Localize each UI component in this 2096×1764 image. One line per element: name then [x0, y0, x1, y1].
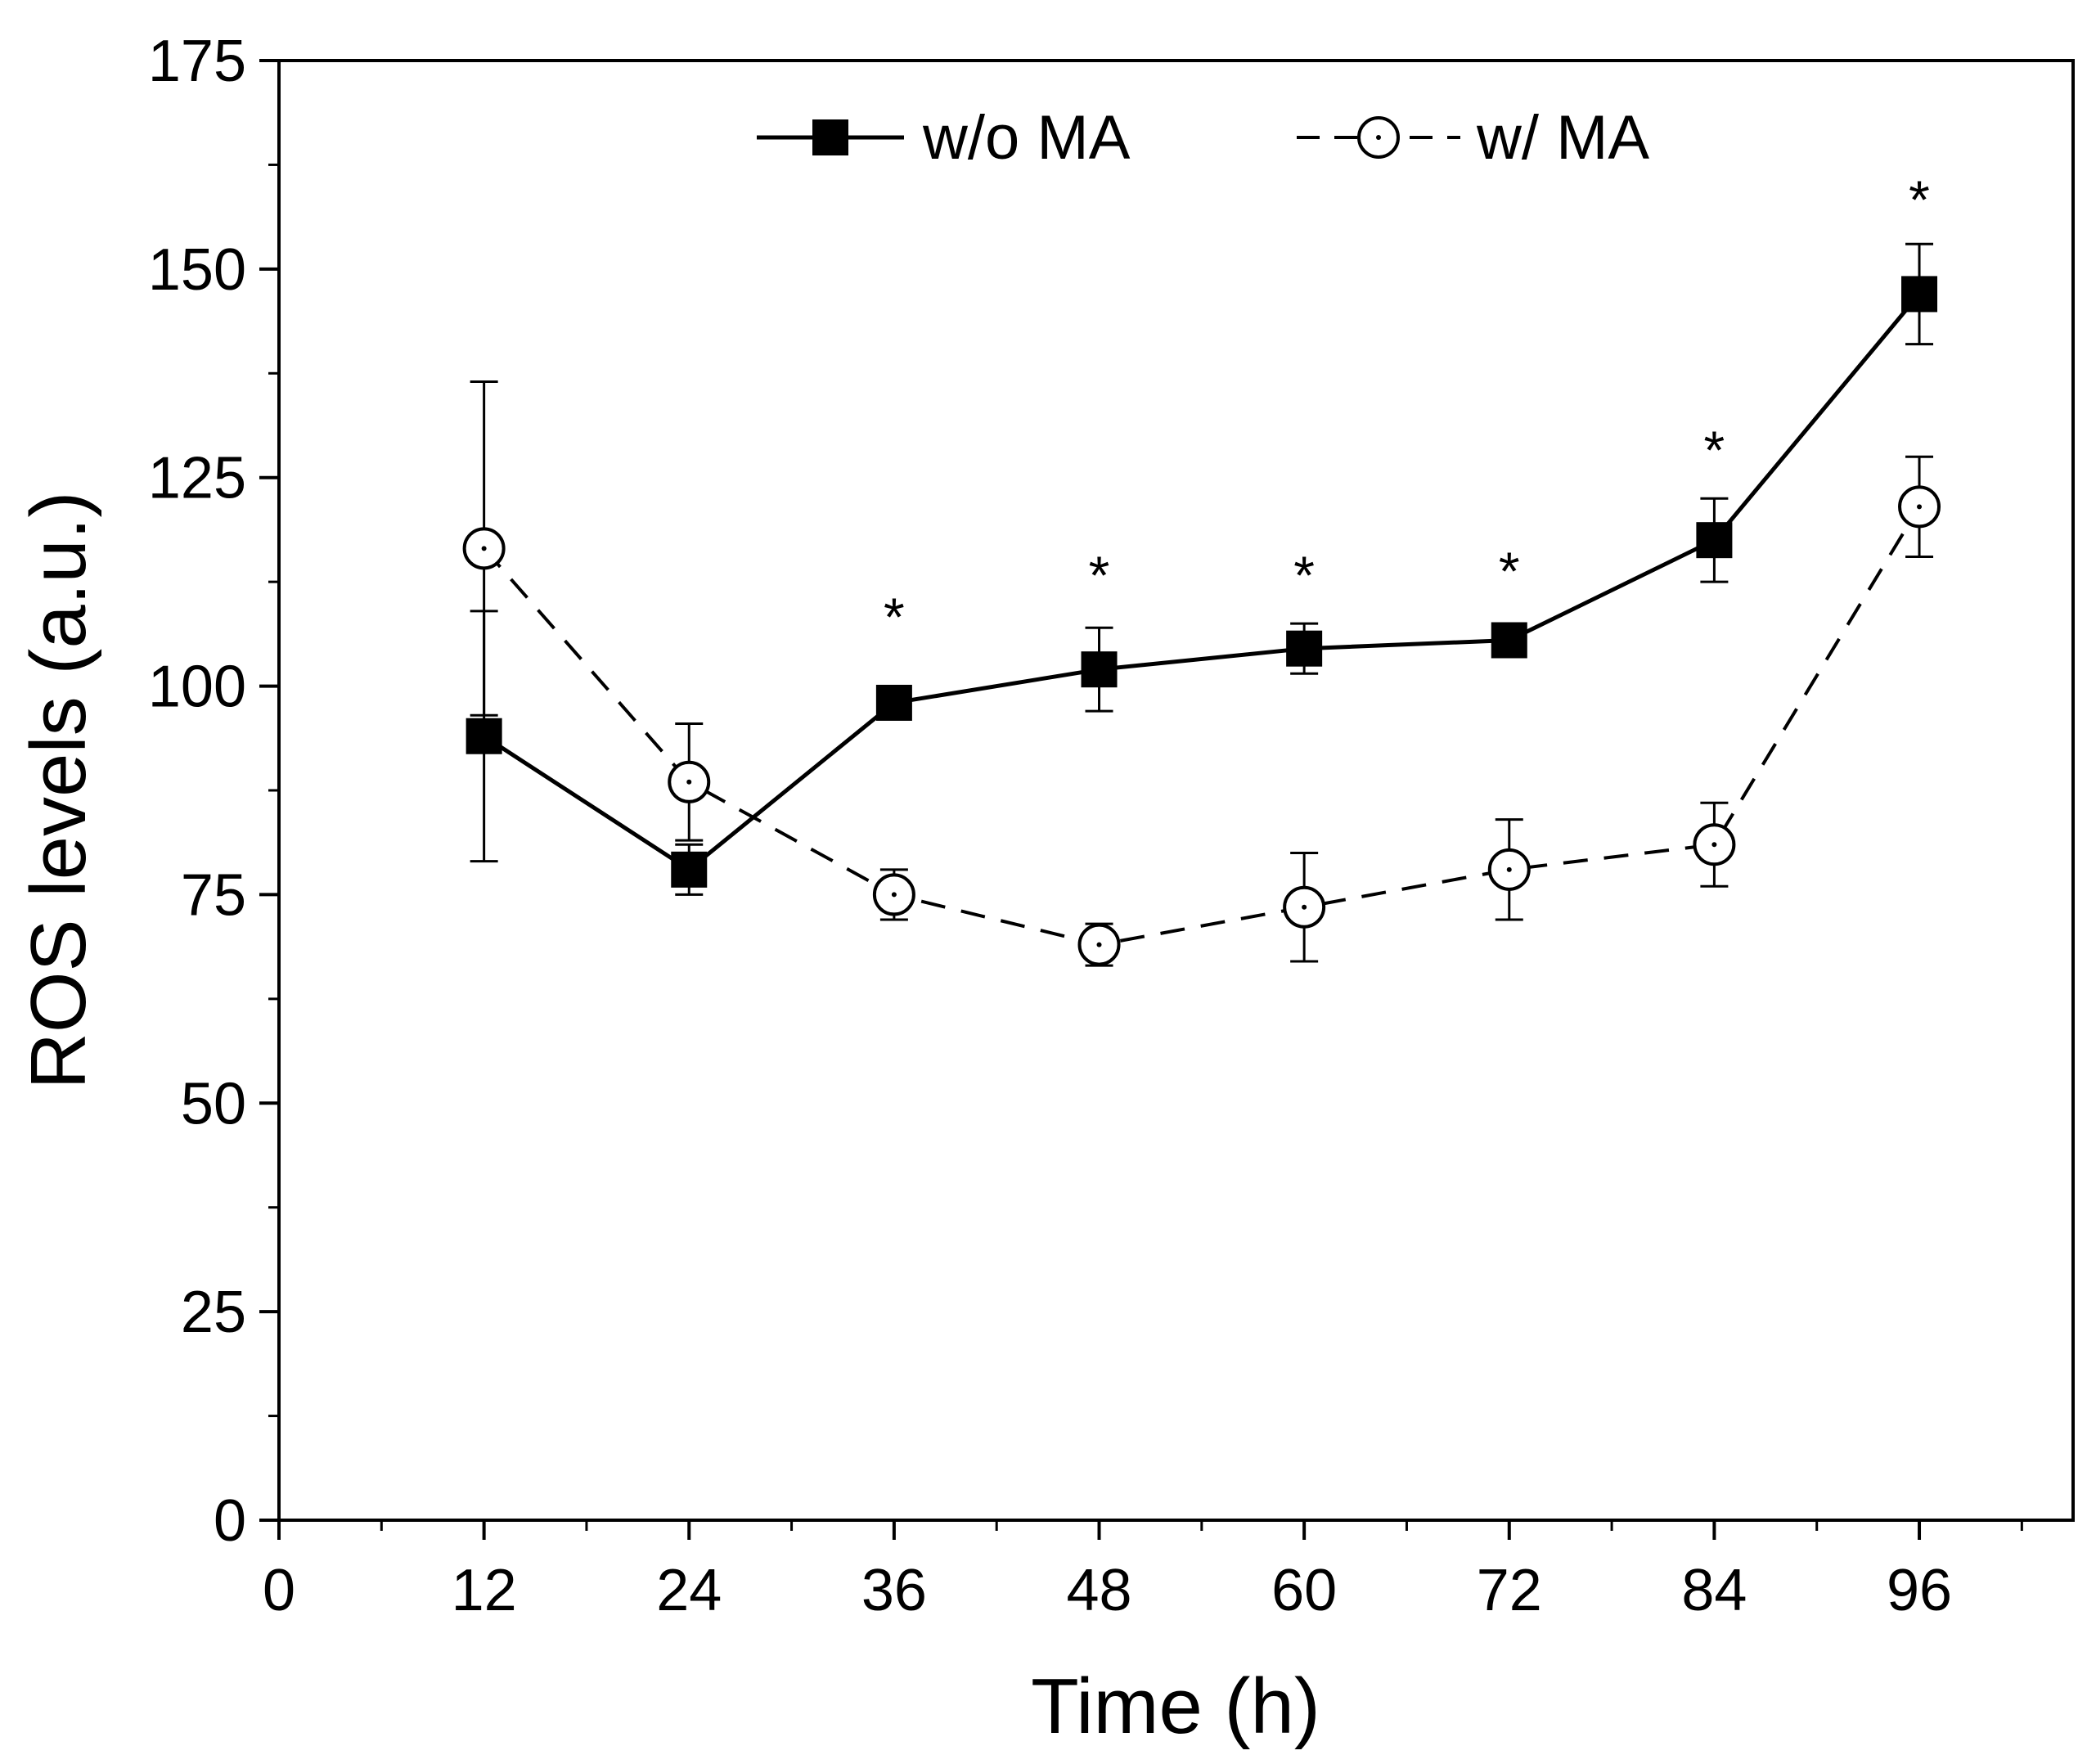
x-tick-label: 36 — [861, 1558, 927, 1623]
data-point-w-ma-center — [1711, 842, 1717, 848]
minor-ticks — [268, 163, 2023, 1531]
y-tick-label: 50 — [181, 1071, 246, 1136]
significance-asterisk: * — [1293, 545, 1315, 605]
legend: w/o MA w/ MA — [757, 103, 1649, 173]
x-tick-label: 12 — [452, 1558, 517, 1623]
data-point-wo-ma — [671, 851, 708, 888]
x-tick-label: 0 — [263, 1558, 295, 1623]
tick-labels: 0 12 24 36 48 60 72 84 96 0 25 50 75 100 125 150 175 — [148, 29, 1952, 1623]
series-layer — [462, 242, 1941, 967]
significance-asterisk: * — [1909, 169, 1930, 230]
legend-label-wo-ma: w/o MA — [922, 103, 1131, 173]
y-axis-title: ROS levels (a.u.) — [15, 492, 102, 1090]
x-tick-label: 96 — [1887, 1558, 1952, 1623]
series-line-wo-ma — [483, 292, 1921, 872]
data-point-w-ma-center — [1506, 866, 1512, 872]
data-point-w-ma-center — [1302, 904, 1307, 910]
y-tick-label: 125 — [148, 446, 246, 511]
significance-asterisk: * — [1704, 420, 1725, 480]
y-tick-label: 0 — [214, 1488, 246, 1554]
y-tick-label: 100 — [148, 655, 246, 720]
plot-frame — [277, 59, 2075, 1522]
significance-asterisk: * — [884, 587, 905, 647]
data-point-w-ma-center — [686, 779, 692, 785]
x-tick-label: 60 — [1271, 1558, 1337, 1623]
data-point-w-ma-center — [1917, 504, 1923, 510]
data-point-wo-ma — [875, 684, 912, 721]
series-line-w-ma — [483, 506, 1921, 947]
data-point-wo-ma — [1901, 276, 1938, 313]
y-tick-label: 75 — [181, 862, 246, 928]
data-point-wo-ma — [1696, 522, 1733, 559]
data-point-wo-ma — [1286, 630, 1323, 667]
major-ticks — [259, 59, 1922, 1540]
y-tick-label: 175 — [148, 29, 246, 94]
data-point-wo-ma — [466, 718, 502, 754]
data-point-w-ma-center — [891, 892, 897, 898]
y-tick-label: 150 — [148, 237, 246, 303]
significance-asterisk: * — [1089, 545, 1110, 605]
significance-markers: * * * * * * — [884, 169, 1930, 647]
series-w-ma — [462, 380, 1941, 967]
legend-label-w-ma: w/ MA — [1476, 103, 1649, 173]
legend-marker-w-ma-dot — [1376, 135, 1381, 140]
x-tick-label: 48 — [1066, 1558, 1131, 1623]
significance-asterisk: * — [1499, 541, 1520, 601]
data-point-w-ma-center — [1096, 942, 1102, 947]
x-axis-title: Time (h) — [1031, 1663, 1320, 1750]
data-point-wo-ma — [1491, 622, 1527, 659]
data-point-wo-ma — [1081, 651, 1118, 688]
x-tick-label: 24 — [656, 1558, 722, 1623]
data-point-w-ma-center — [481, 546, 487, 551]
series-wo-ma — [466, 242, 1938, 896]
x-tick-label: 84 — [1681, 1558, 1747, 1623]
legend-marker-wo-ma — [812, 119, 848, 155]
y-tick-label: 25 — [181, 1280, 246, 1345]
x-tick-label: 72 — [1477, 1558, 1542, 1623]
